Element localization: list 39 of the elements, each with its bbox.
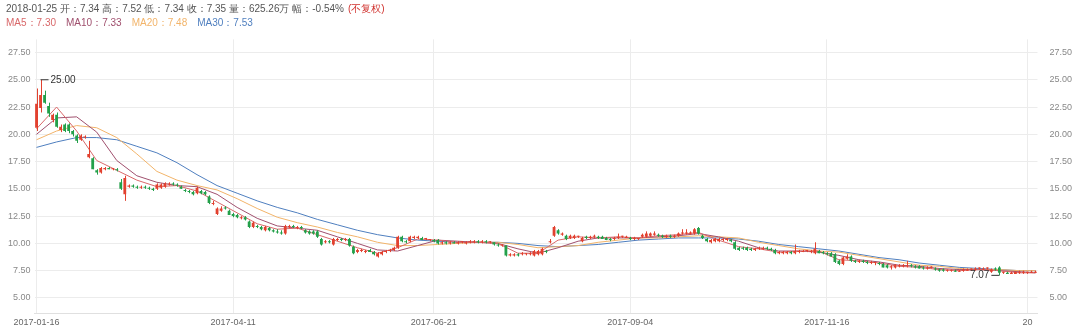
candlestick: [925, 265, 929, 271]
y2-tick-label: 10.00: [1049, 237, 1073, 248]
chart-title: 2018-01-25 开：7.34 高：7.52 低：7.34 收：7.35 量：625.26万 幅：-0.54%: [6, 3, 344, 14]
y-tick-label: 7.50: [12, 265, 31, 276]
y2-tick-label: 20.00: [1049, 128, 1073, 139]
text: MA30：7.53: [197, 17, 253, 28]
y-tick-label: 12.50: [7, 210, 31, 221]
candlestick: [965, 267, 969, 272]
x-tick-label: 2017-11-16: [804, 317, 850, 328]
y-tick-label: 10.00: [7, 237, 31, 248]
chart-subtitle: (不复权): [347, 3, 385, 14]
y2-tick-label: 22.50: [1049, 101, 1073, 112]
y-tick-label: 22.50: [7, 101, 31, 112]
text: MA10：7.33: [66, 17, 122, 28]
candlestick: [941, 267, 945, 273]
y-tick-label: 5.00: [12, 292, 31, 303]
y2-tick-label: 17.50: [1049, 156, 1073, 167]
x-tick-label: 2017-09-04: [607, 317, 654, 328]
text: MA5：7.30: [6, 17, 57, 28]
text: MA20：7.48: [131, 17, 188, 28]
annotation: 7.07: [969, 269, 990, 281]
x-tick-label: 2017-06-21: [410, 317, 457, 328]
y2-tick-label: 15.00: [1049, 183, 1073, 194]
x-tick-label: 2017-01-16: [13, 317, 60, 328]
y2-tick-label: 7.50: [1049, 265, 1068, 276]
x-tick-label: 2017-04-11: [210, 317, 256, 328]
candlestick: [35, 87, 38, 132]
y2-tick-label: 27.50: [1049, 46, 1073, 57]
annotation: 25.00: [50, 73, 76, 85]
y2-tick-label: 12.50: [1049, 210, 1073, 221]
y2-tick-label: 25.00: [1049, 74, 1073, 85]
y-tick-label: 27.50: [7, 46, 31, 57]
y-tick-label: 20.00: [7, 128, 31, 139]
y-tick-label: 25.00: [7, 74, 31, 85]
x-tick-label: 20: [1022, 317, 1033, 328]
candlestick: [131, 183, 135, 189]
y-tick-label: 15.00: [7, 183, 31, 194]
y2-tick-label: 5.00: [1049, 292, 1068, 303]
y-tick-label: 17.50: [7, 156, 31, 167]
